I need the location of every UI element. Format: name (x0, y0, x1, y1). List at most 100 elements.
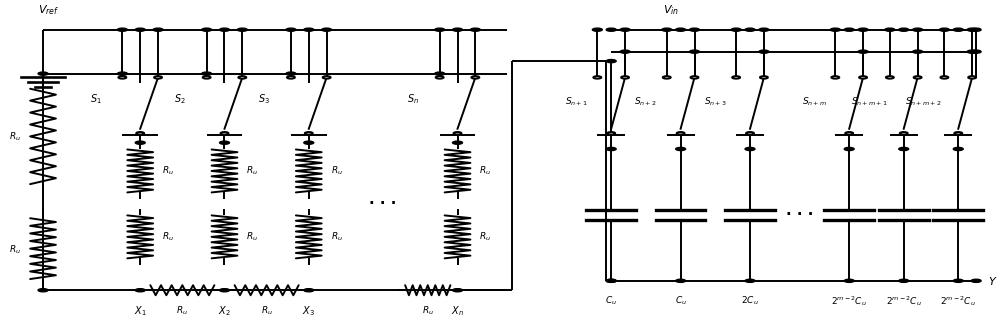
Text: $Y$: $Y$ (988, 275, 998, 287)
Circle shape (745, 147, 755, 151)
Circle shape (953, 147, 963, 151)
Circle shape (304, 289, 314, 292)
Text: $S_1$: $S_1$ (90, 92, 101, 106)
Text: $S_{n+m}$: $S_{n+m}$ (802, 96, 827, 108)
Circle shape (913, 28, 923, 31)
Circle shape (203, 76, 211, 79)
Circle shape (967, 28, 977, 31)
Text: $R_u$: $R_u$ (9, 243, 21, 256)
Circle shape (953, 279, 963, 282)
Text: $R_u$: $R_u$ (9, 130, 21, 143)
Text: $R_u$: $R_u$ (162, 165, 174, 177)
Circle shape (154, 76, 162, 79)
Circle shape (117, 72, 127, 75)
Circle shape (202, 28, 212, 31)
Text: $S_{n+3}$: $S_{n+3}$ (704, 96, 727, 108)
Text: $S_n$: $S_n$ (407, 92, 419, 106)
Circle shape (858, 28, 868, 31)
Circle shape (287, 76, 295, 79)
Circle shape (954, 132, 962, 135)
Circle shape (899, 279, 909, 282)
Circle shape (38, 72, 48, 75)
Circle shape (606, 279, 616, 282)
Circle shape (971, 279, 981, 282)
Text: $2^{m-2}C_u$: $2^{m-2}C_u$ (940, 294, 976, 308)
Circle shape (676, 28, 686, 31)
Circle shape (971, 28, 981, 31)
Circle shape (690, 50, 699, 53)
Text: $X_3$: $X_3$ (302, 304, 315, 318)
Circle shape (845, 132, 853, 135)
Circle shape (221, 132, 228, 135)
Circle shape (305, 132, 313, 135)
Circle shape (663, 76, 671, 79)
Text: $R_u$: $R_u$ (479, 231, 491, 243)
Circle shape (606, 28, 616, 31)
Circle shape (830, 28, 840, 31)
Text: $R_u$: $R_u$ (246, 231, 258, 243)
Circle shape (286, 28, 296, 31)
Circle shape (454, 132, 461, 135)
Circle shape (886, 76, 894, 79)
Circle shape (620, 50, 630, 53)
Text: $R_u$: $R_u$ (162, 231, 174, 243)
Text: $S_2$: $S_2$ (174, 92, 186, 106)
Circle shape (731, 28, 741, 31)
Circle shape (453, 141, 462, 144)
Circle shape (968, 76, 976, 79)
Circle shape (913, 50, 923, 53)
Circle shape (662, 28, 672, 31)
Circle shape (606, 279, 616, 282)
Circle shape (592, 28, 602, 31)
Circle shape (971, 50, 981, 53)
Text: $2^{m-2}C_u$: $2^{m-2}C_u$ (831, 294, 867, 308)
Circle shape (844, 147, 854, 151)
Circle shape (453, 289, 462, 292)
Circle shape (471, 76, 479, 79)
Text: $V_{ref}$: $V_{ref}$ (38, 3, 59, 17)
Text: $R_u$: $R_u$ (246, 165, 258, 177)
Circle shape (607, 132, 615, 135)
Circle shape (220, 28, 229, 31)
Text: $X_1$: $X_1$ (134, 304, 147, 318)
Circle shape (621, 76, 629, 79)
Circle shape (435, 72, 445, 75)
Circle shape (844, 28, 854, 31)
Circle shape (304, 141, 314, 144)
Circle shape (323, 76, 331, 79)
Circle shape (900, 132, 908, 135)
Text: $X_2$: $X_2$ (218, 304, 231, 318)
Text: $V_{in}$: $V_{in}$ (663, 3, 679, 17)
Text: · · ·: · · · (369, 196, 397, 212)
Circle shape (237, 28, 247, 31)
Circle shape (606, 147, 616, 151)
Circle shape (135, 289, 145, 292)
Circle shape (135, 141, 145, 144)
Text: $R_u$: $R_u$ (261, 304, 273, 317)
Circle shape (953, 28, 963, 31)
Circle shape (844, 279, 854, 282)
Circle shape (745, 28, 755, 31)
Circle shape (690, 28, 699, 31)
Circle shape (593, 76, 601, 79)
Circle shape (859, 76, 867, 79)
Circle shape (202, 72, 212, 75)
Circle shape (746, 132, 754, 135)
Circle shape (135, 28, 145, 31)
Text: · · ·: · · · (786, 207, 813, 223)
Text: $S_{n+m+1}$: $S_{n+m+1}$ (851, 96, 887, 108)
Circle shape (914, 76, 922, 79)
Circle shape (436, 76, 444, 79)
Text: $S_{n+m+2}$: $S_{n+m+2}$ (905, 96, 942, 108)
Text: $S_{n+2}$: $S_{n+2}$ (634, 96, 657, 108)
Circle shape (435, 28, 445, 31)
Circle shape (759, 50, 769, 53)
Circle shape (153, 28, 163, 31)
Circle shape (691, 76, 698, 79)
Circle shape (760, 76, 768, 79)
Circle shape (939, 28, 949, 31)
Circle shape (858, 50, 868, 53)
Circle shape (238, 76, 246, 79)
Circle shape (967, 50, 977, 53)
Text: $R_u$: $R_u$ (176, 304, 188, 317)
